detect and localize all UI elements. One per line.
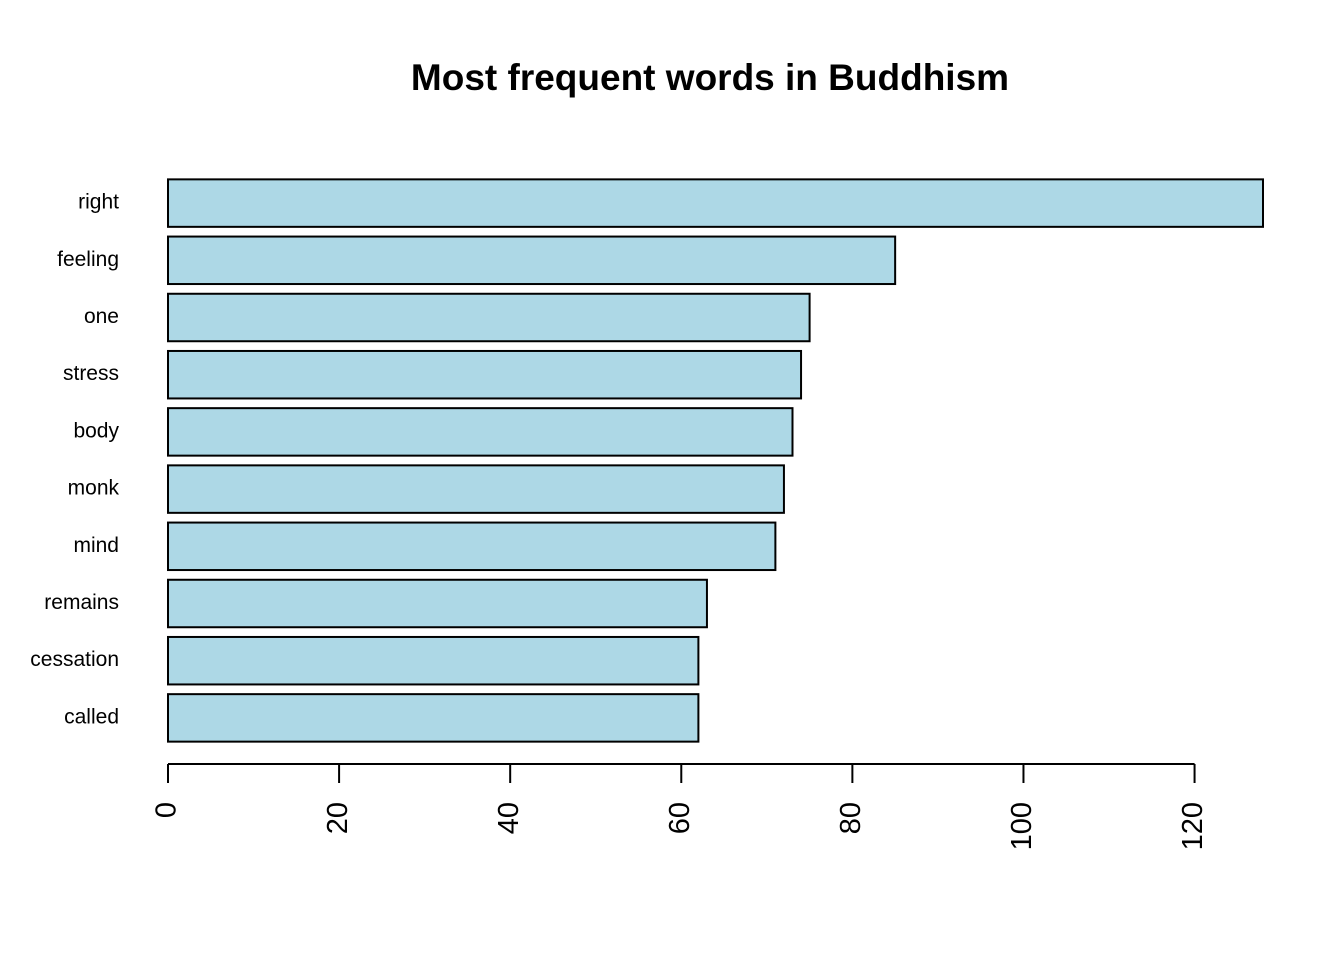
bar xyxy=(167,693,700,743)
bar xyxy=(167,349,803,400)
y-tick-label: cessation xyxy=(30,648,119,671)
bar xyxy=(167,464,785,514)
bar xyxy=(167,292,811,343)
chart-title: Most frequent words in Buddhism xyxy=(411,57,1009,98)
bar xyxy=(167,521,777,572)
y-tick-label: one xyxy=(84,305,119,328)
x-tick-label: 40 xyxy=(493,802,525,834)
y-tick-label: monk xyxy=(68,477,120,500)
y-tick-label: remains xyxy=(44,591,119,614)
x-tick-label: 100 xyxy=(1006,802,1038,850)
x-tick-label: 20 xyxy=(322,802,354,834)
y-tick-label: right xyxy=(78,191,119,214)
y-tick-label: body xyxy=(73,419,119,442)
x-tick-label: 60 xyxy=(664,802,696,834)
x-tick-label: 80 xyxy=(835,802,867,834)
bar xyxy=(167,178,1264,228)
y-tick-label: stress xyxy=(63,362,119,385)
bar xyxy=(167,578,708,629)
x-tick-label: 0 xyxy=(151,802,183,818)
y-tick-label: called xyxy=(64,705,119,728)
y-tick-label: feeling xyxy=(57,248,119,271)
x-tick-label: 120 xyxy=(1177,802,1209,850)
y-tick-label: mind xyxy=(73,534,119,557)
bar xyxy=(167,407,794,457)
bar xyxy=(167,235,897,286)
bar xyxy=(167,635,700,686)
